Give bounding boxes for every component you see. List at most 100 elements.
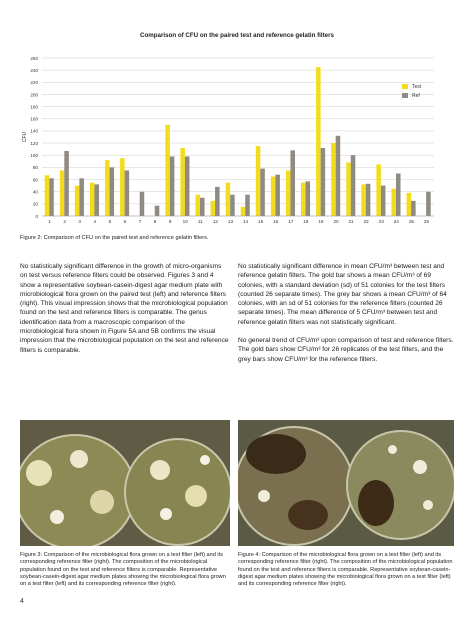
right-petri-dish bbox=[346, 430, 454, 540]
bar-ref-5 bbox=[109, 167, 115, 216]
x-tick-label: 16 bbox=[273, 219, 279, 224]
bar-ref-22 bbox=[365, 183, 371, 216]
x-tick-label: 4 bbox=[93, 219, 96, 224]
bar-test-19 bbox=[316, 67, 321, 216]
legend-label-ref: Ref bbox=[412, 92, 420, 99]
bar-test-21 bbox=[346, 162, 351, 216]
page-number: 4 bbox=[20, 598, 24, 605]
x-tick-label: 5 bbox=[109, 219, 112, 224]
bar-test-4 bbox=[89, 182, 95, 216]
colony bbox=[50, 510, 64, 524]
x-tick-label: 25 bbox=[409, 219, 415, 224]
bar-test-5 bbox=[105, 160, 110, 216]
bar-test-22 bbox=[361, 184, 366, 216]
colony bbox=[90, 490, 114, 514]
bar-ref-10 bbox=[184, 156, 190, 216]
y-tick-label: 180 bbox=[30, 104, 38, 109]
colony bbox=[70, 450, 88, 468]
y-tick-label: 100 bbox=[30, 153, 38, 158]
right-paragraph-1: No statistically significant difference … bbox=[238, 263, 447, 326]
colony bbox=[413, 460, 427, 474]
bar-test-20 bbox=[331, 143, 336, 216]
bar-ref-12 bbox=[215, 186, 220, 216]
bar-test-11 bbox=[195, 194, 201, 216]
bar-ref-1 bbox=[49, 178, 54, 216]
y-tick-label: 20 bbox=[33, 202, 39, 207]
bar-ref-3 bbox=[79, 178, 84, 216]
y-tick-label: 200 bbox=[30, 92, 38, 97]
bar-ref-2 bbox=[64, 150, 69, 216]
y-tick-label: 160 bbox=[30, 117, 38, 122]
x-tick-label: 18 bbox=[303, 219, 309, 224]
bar-ref-13 bbox=[230, 194, 235, 216]
x-tick-label: 22 bbox=[364, 219, 370, 224]
y-tick-label: 240 bbox=[30, 68, 38, 73]
chart-legend: Test Ref bbox=[402, 82, 421, 100]
bar-test-2 bbox=[59, 170, 65, 216]
colony bbox=[160, 508, 172, 520]
left-paragraph: No statistically significant difference … bbox=[20, 263, 229, 354]
x-tick-label: 10 bbox=[183, 219, 189, 224]
bar-test-12 bbox=[210, 200, 216, 216]
figure-4-photo bbox=[238, 420, 454, 546]
x-tick-label: 14 bbox=[243, 219, 249, 224]
legend-item-test: Test bbox=[402, 82, 421, 91]
y-tick-label: 140 bbox=[30, 129, 38, 134]
y-tick-label: 120 bbox=[30, 141, 38, 146]
y-axis-label: CFU bbox=[22, 131, 28, 142]
x-tick-label: 23 bbox=[379, 219, 385, 224]
bar-test-3 bbox=[74, 185, 80, 216]
x-tick-label: 15 bbox=[258, 219, 264, 224]
colony bbox=[288, 500, 328, 530]
right-petri-dish bbox=[124, 438, 230, 546]
colony bbox=[258, 490, 270, 502]
bar-test-17 bbox=[285, 170, 291, 216]
bar-test-18 bbox=[301, 182, 306, 216]
bar-test-10 bbox=[180, 147, 185, 216]
bar-test-16 bbox=[270, 176, 276, 216]
y-tick-label: 260 bbox=[30, 56, 38, 61]
x-tick-label: 12 bbox=[213, 219, 219, 224]
x-tick-label: 1 bbox=[48, 219, 51, 224]
bar-ref-19 bbox=[320, 147, 326, 216]
x-tick-label: 20 bbox=[333, 219, 339, 224]
x-tick-label: 11 bbox=[198, 219, 203, 224]
bar-ref-7 bbox=[139, 191, 145, 216]
bar-ref-18 bbox=[305, 181, 311, 216]
colony bbox=[388, 445, 397, 454]
x-tick-label: 2 bbox=[63, 219, 66, 224]
x-tick-label: 3 bbox=[78, 219, 81, 224]
legend-item-ref: Ref bbox=[402, 91, 421, 100]
bar-ref-15 bbox=[260, 168, 265, 216]
figure-2-caption: Figure 2: Comparison of CFU on the paire… bbox=[20, 235, 209, 241]
bar-ref-25 bbox=[411, 200, 416, 216]
bar-test-1 bbox=[44, 175, 50, 216]
bar-test-15 bbox=[255, 146, 261, 216]
bar-test-9 bbox=[165, 124, 170, 216]
legend-label-test: Test bbox=[412, 83, 422, 90]
colony bbox=[246, 434, 306, 474]
x-tick-label: 7 bbox=[139, 219, 142, 224]
y-tick-label: 220 bbox=[30, 80, 38, 85]
bar-ref-17 bbox=[290, 150, 295, 216]
bar-test-14 bbox=[240, 206, 246, 216]
y-tick-label: 60 bbox=[33, 177, 39, 182]
bar-ref-4 bbox=[94, 184, 99, 216]
y-tick-label: 40 bbox=[33, 189, 39, 194]
bar-test-23 bbox=[376, 164, 381, 216]
x-tick-label: 6 bbox=[124, 219, 127, 224]
bar-ref-8 bbox=[154, 205, 160, 216]
bar-chart: 020406080100120140160180200220240260CFU1… bbox=[22, 56, 434, 224]
colony bbox=[185, 485, 207, 507]
right-paragraph-2: No general trend of CFU/m³ upon comparis… bbox=[238, 337, 454, 363]
x-tick-label: 19 bbox=[318, 219, 324, 224]
figure-2-chart: Comparison of CFU on the paired test and… bbox=[20, 28, 454, 238]
legend-swatch-test bbox=[402, 84, 408, 89]
x-tick-label: 13 bbox=[228, 219, 234, 224]
bar-ref-26 bbox=[426, 191, 431, 216]
figure-3-caption: Figure 3: Comparison of the microbiologi… bbox=[20, 552, 226, 588]
x-tick-label: 26 bbox=[424, 219, 430, 224]
bar-ref-6 bbox=[124, 170, 130, 216]
bar-ref-20 bbox=[335, 135, 341, 216]
x-tick-label: 21 bbox=[349, 219, 355, 224]
